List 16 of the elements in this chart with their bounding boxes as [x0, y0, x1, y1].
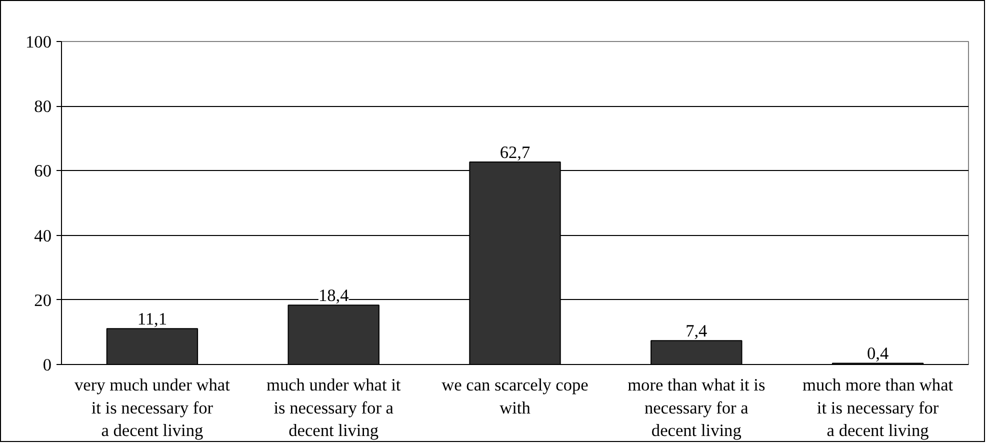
x-tick-label: more than what it is necessary for a decent living — [628, 376, 766, 440]
data-label: 0,4 — [866, 344, 889, 364]
y-tick-label: 100 — [26, 32, 52, 52]
data-label: 18,4 — [318, 286, 350, 306]
x-tick-label: very much under what it is necessary for a decent living — [74, 376, 230, 440]
x-tick-label: much more than what it is necessary for a decent living — [802, 376, 954, 440]
y-tick-label: 60 — [34, 162, 52, 181]
data-label: 62,7 — [500, 142, 530, 162]
data-label: 11,1 — [137, 310, 168, 329]
y-tick-label: 20 — [34, 290, 52, 310]
data-label: 7,4 — [686, 322, 708, 341]
y-tick-label: 80 — [34, 97, 52, 116]
y-tick-label: 0 — [42, 356, 52, 374]
y-tick-label: 40 — [34, 226, 52, 246]
x-tick-label: much under what it is necessary for a decent living — [266, 376, 401, 440]
x-tick-label: we can scarcely cope with — [442, 376, 589, 418]
